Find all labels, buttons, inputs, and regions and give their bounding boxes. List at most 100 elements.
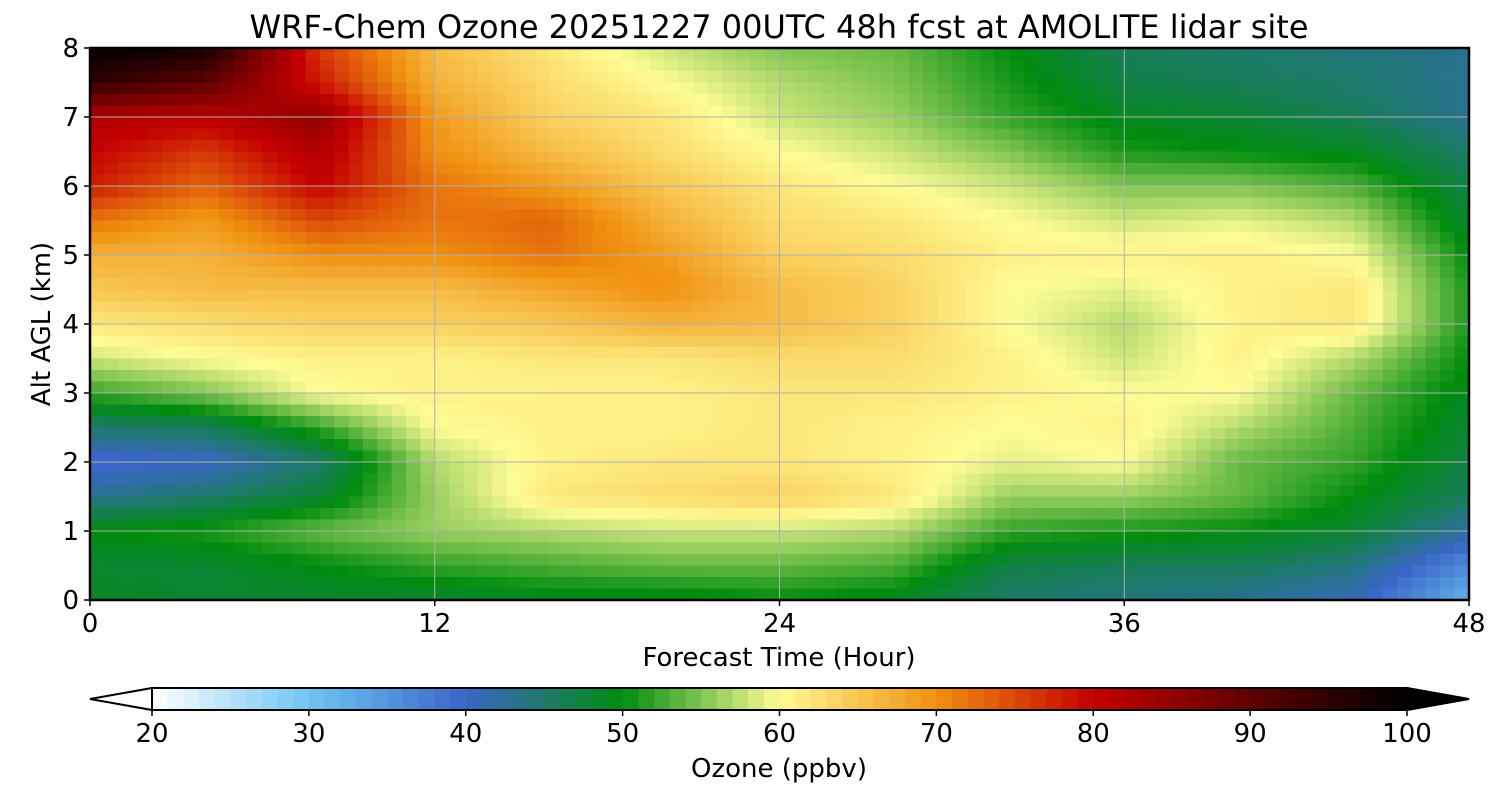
heatmap-cell: [406, 128, 421, 141]
heatmap-cell: [348, 232, 364, 245]
heatmap-cell: [1124, 163, 1140, 176]
heatmap-cell: [334, 48, 350, 61]
heatmap-cell: [851, 393, 867, 406]
heatmap-cell: [104, 439, 120, 452]
heatmap-cell: [592, 59, 608, 72]
heatmap-cell: [621, 485, 637, 498]
heatmap-cell: [564, 278, 579, 291]
heatmap-cell: [362, 347, 378, 360]
heatmap-cell: [1009, 59, 1025, 72]
heatmap-cell: [1454, 485, 1470, 498]
heatmap-cell: [161, 82, 177, 95]
heatmap-cell: [434, 496, 450, 509]
heatmap-cell: [248, 381, 263, 394]
heatmap-cell: [348, 427, 364, 440]
colorbar-segment: [152, 688, 169, 710]
heatmap-cell: [204, 243, 220, 256]
heatmap-cell: [951, 358, 967, 371]
heatmap-cell: [678, 59, 694, 72]
heatmap-cell: [1038, 485, 1054, 498]
heatmap-cell: [937, 554, 953, 567]
heatmap-cell: [923, 473, 939, 486]
heatmap-cell: [248, 335, 263, 348]
heatmap-cell: [1454, 496, 1470, 509]
heatmap-cell: [161, 255, 177, 268]
heatmap-cell: [233, 151, 249, 164]
heatmap-cell: [520, 163, 536, 176]
heatmap-cell: [1368, 519, 1384, 532]
heatmap-cell: [1167, 71, 1183, 84]
heatmap-cell: [204, 462, 220, 475]
heatmap-cell: [765, 174, 781, 187]
heatmap-cell: [836, 174, 852, 187]
heatmap-cell: [118, 174, 134, 187]
heatmap-cell: [1009, 439, 1025, 452]
heatmap-cell: [1109, 393, 1125, 406]
heatmap-cell: [1038, 473, 1054, 486]
heatmap-cell: [1066, 450, 1082, 463]
heatmap-cell: [1339, 48, 1355, 61]
heatmap-cell: [678, 289, 694, 302]
heatmap-cell: [1167, 404, 1183, 417]
heatmap-cell: [204, 531, 220, 544]
heatmap-cell: [1124, 508, 1140, 521]
heatmap-cell: [1181, 312, 1197, 325]
heatmap-cell: [1210, 278, 1226, 291]
heatmap-cell: [1310, 301, 1326, 314]
heatmap-cell: [276, 278, 292, 291]
heatmap-cell: [880, 289, 896, 302]
heatmap-cell: [1239, 59, 1255, 72]
heatmap-cell: [463, 266, 479, 279]
heatmap-cell: [492, 243, 508, 256]
heatmap-cell: [104, 416, 120, 429]
heatmap-cell: [1425, 197, 1441, 210]
heatmap-cell: [1267, 416, 1283, 429]
heatmap-cell: [1253, 71, 1269, 84]
heatmap-cell: [966, 186, 982, 199]
heatmap-cell: [966, 565, 982, 578]
heatmap-cell: [1196, 220, 1212, 233]
heatmap-cell: [248, 485, 263, 498]
heatmap-cell: [1210, 255, 1226, 268]
heatmap-cell: [1411, 496, 1427, 509]
heatmap-cell: [1397, 450, 1413, 463]
heatmap-cell: [262, 554, 278, 567]
heatmap-cell: [377, 59, 393, 72]
heatmap-cell: [1325, 312, 1341, 325]
heatmap-cell: [377, 197, 393, 210]
heatmap-cell: [1109, 312, 1125, 325]
heatmap-cell: [750, 174, 766, 187]
heatmap-cell: [305, 554, 321, 567]
heatmap-cell: [1052, 255, 1068, 268]
heatmap-cell: [204, 266, 220, 279]
heatmap-cell: [362, 59, 378, 72]
heatmap-cell: [750, 496, 766, 509]
colorbar-segment: [308, 688, 326, 710]
heatmap-cell: [449, 48, 465, 61]
heatmap-cell: [133, 588, 149, 601]
heatmap-cell: [1138, 485, 1154, 498]
heatmap-cell: [147, 519, 163, 532]
heatmap-cell: [506, 531, 522, 544]
heatmap-cell: [822, 393, 838, 406]
heatmap-cell: [635, 381, 651, 394]
heatmap-cell: [937, 232, 953, 245]
heatmap-cell: [822, 312, 838, 325]
heatmap-cell: [923, 462, 939, 475]
heatmap-cell: [980, 197, 996, 210]
heatmap-cell: [1368, 324, 1384, 337]
heatmap-cell: [1411, 301, 1427, 314]
heatmap-cell: [994, 94, 1010, 107]
heatmap-cell: [506, 439, 522, 452]
heatmap-cell: [1325, 508, 1341, 521]
heatmap-cell: [607, 335, 623, 348]
heatmap-cell: [204, 94, 220, 107]
heatmap-cell: [549, 59, 565, 72]
heatmap-cell: [262, 59, 278, 72]
heatmap-cell: [1296, 508, 1312, 521]
heatmap-cell: [1310, 71, 1326, 84]
heatmap-cell: [1411, 312, 1427, 325]
heatmap-cell: [1282, 128, 1298, 141]
heatmap-cell: [377, 82, 393, 95]
heatmap-cell: [319, 519, 335, 532]
